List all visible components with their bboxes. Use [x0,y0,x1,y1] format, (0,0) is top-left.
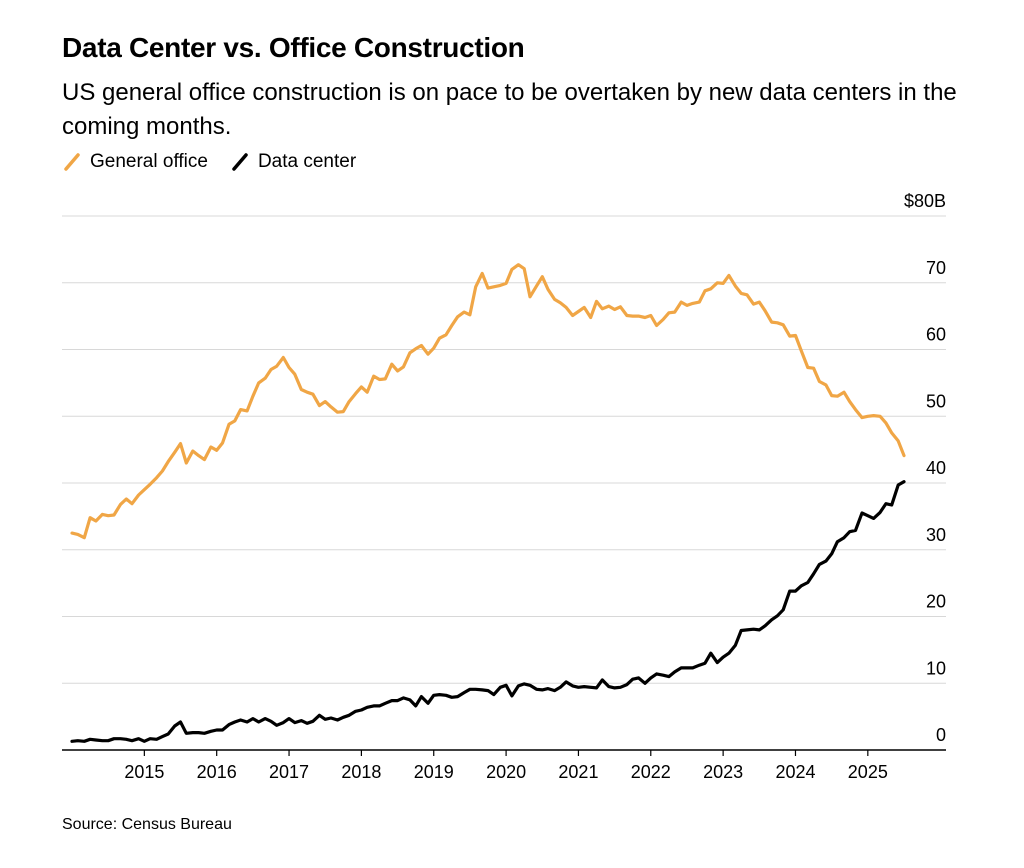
x-tick-label-2020: 2020 [486,762,526,782]
chart-subtitle: US general office construction is on pac… [62,79,957,140]
y-tick-label-40: 40 [926,458,946,478]
y-tick-label-80: $80B [904,191,946,211]
series-line-data-center [70,480,906,743]
x-tick-label-2015: 2015 [124,762,164,782]
y-tick-label-70: 70 [926,258,946,278]
y-tick-label-0: 0 [936,725,946,745]
legend-item-data-center: Data center [230,151,356,173]
legend-swatch-datacenter-icon [232,153,248,171]
chart-title: Data Center vs. Office Construction [62,32,525,63]
legend-item-general-office: General office [62,151,208,173]
y-tick-label-30: 30 [926,525,946,545]
source-note: Source: Census Bureau [62,816,232,833]
legend-swatch-office-icon [64,153,80,171]
legend-label-data-center: Data center [257,151,357,172]
x-tick-label-2018: 2018 [341,762,381,782]
y-tick-label-60: 60 [926,325,946,345]
x-tick-label-2021: 2021 [558,762,598,782]
x-tick-label-2025: 2025 [848,762,888,782]
series-line-general-office [70,263,906,540]
y-tick-label-50: 50 [926,391,946,411]
x-tick-label-2017: 2017 [269,762,309,782]
x-tick-label-2019: 2019 [414,762,454,782]
legend-label-general-office: General office [90,151,208,172]
legend: General office Data center [62,151,378,173]
x-tick-label-2023: 2023 [703,762,743,782]
y-tick-label-20: 20 [926,592,946,612]
x-tick-label-2024: 2024 [775,762,815,782]
x-tick-label-2022: 2022 [631,762,671,782]
x-tick-label-2016: 2016 [197,762,237,782]
y-tick-label-10: 10 [926,658,946,678]
